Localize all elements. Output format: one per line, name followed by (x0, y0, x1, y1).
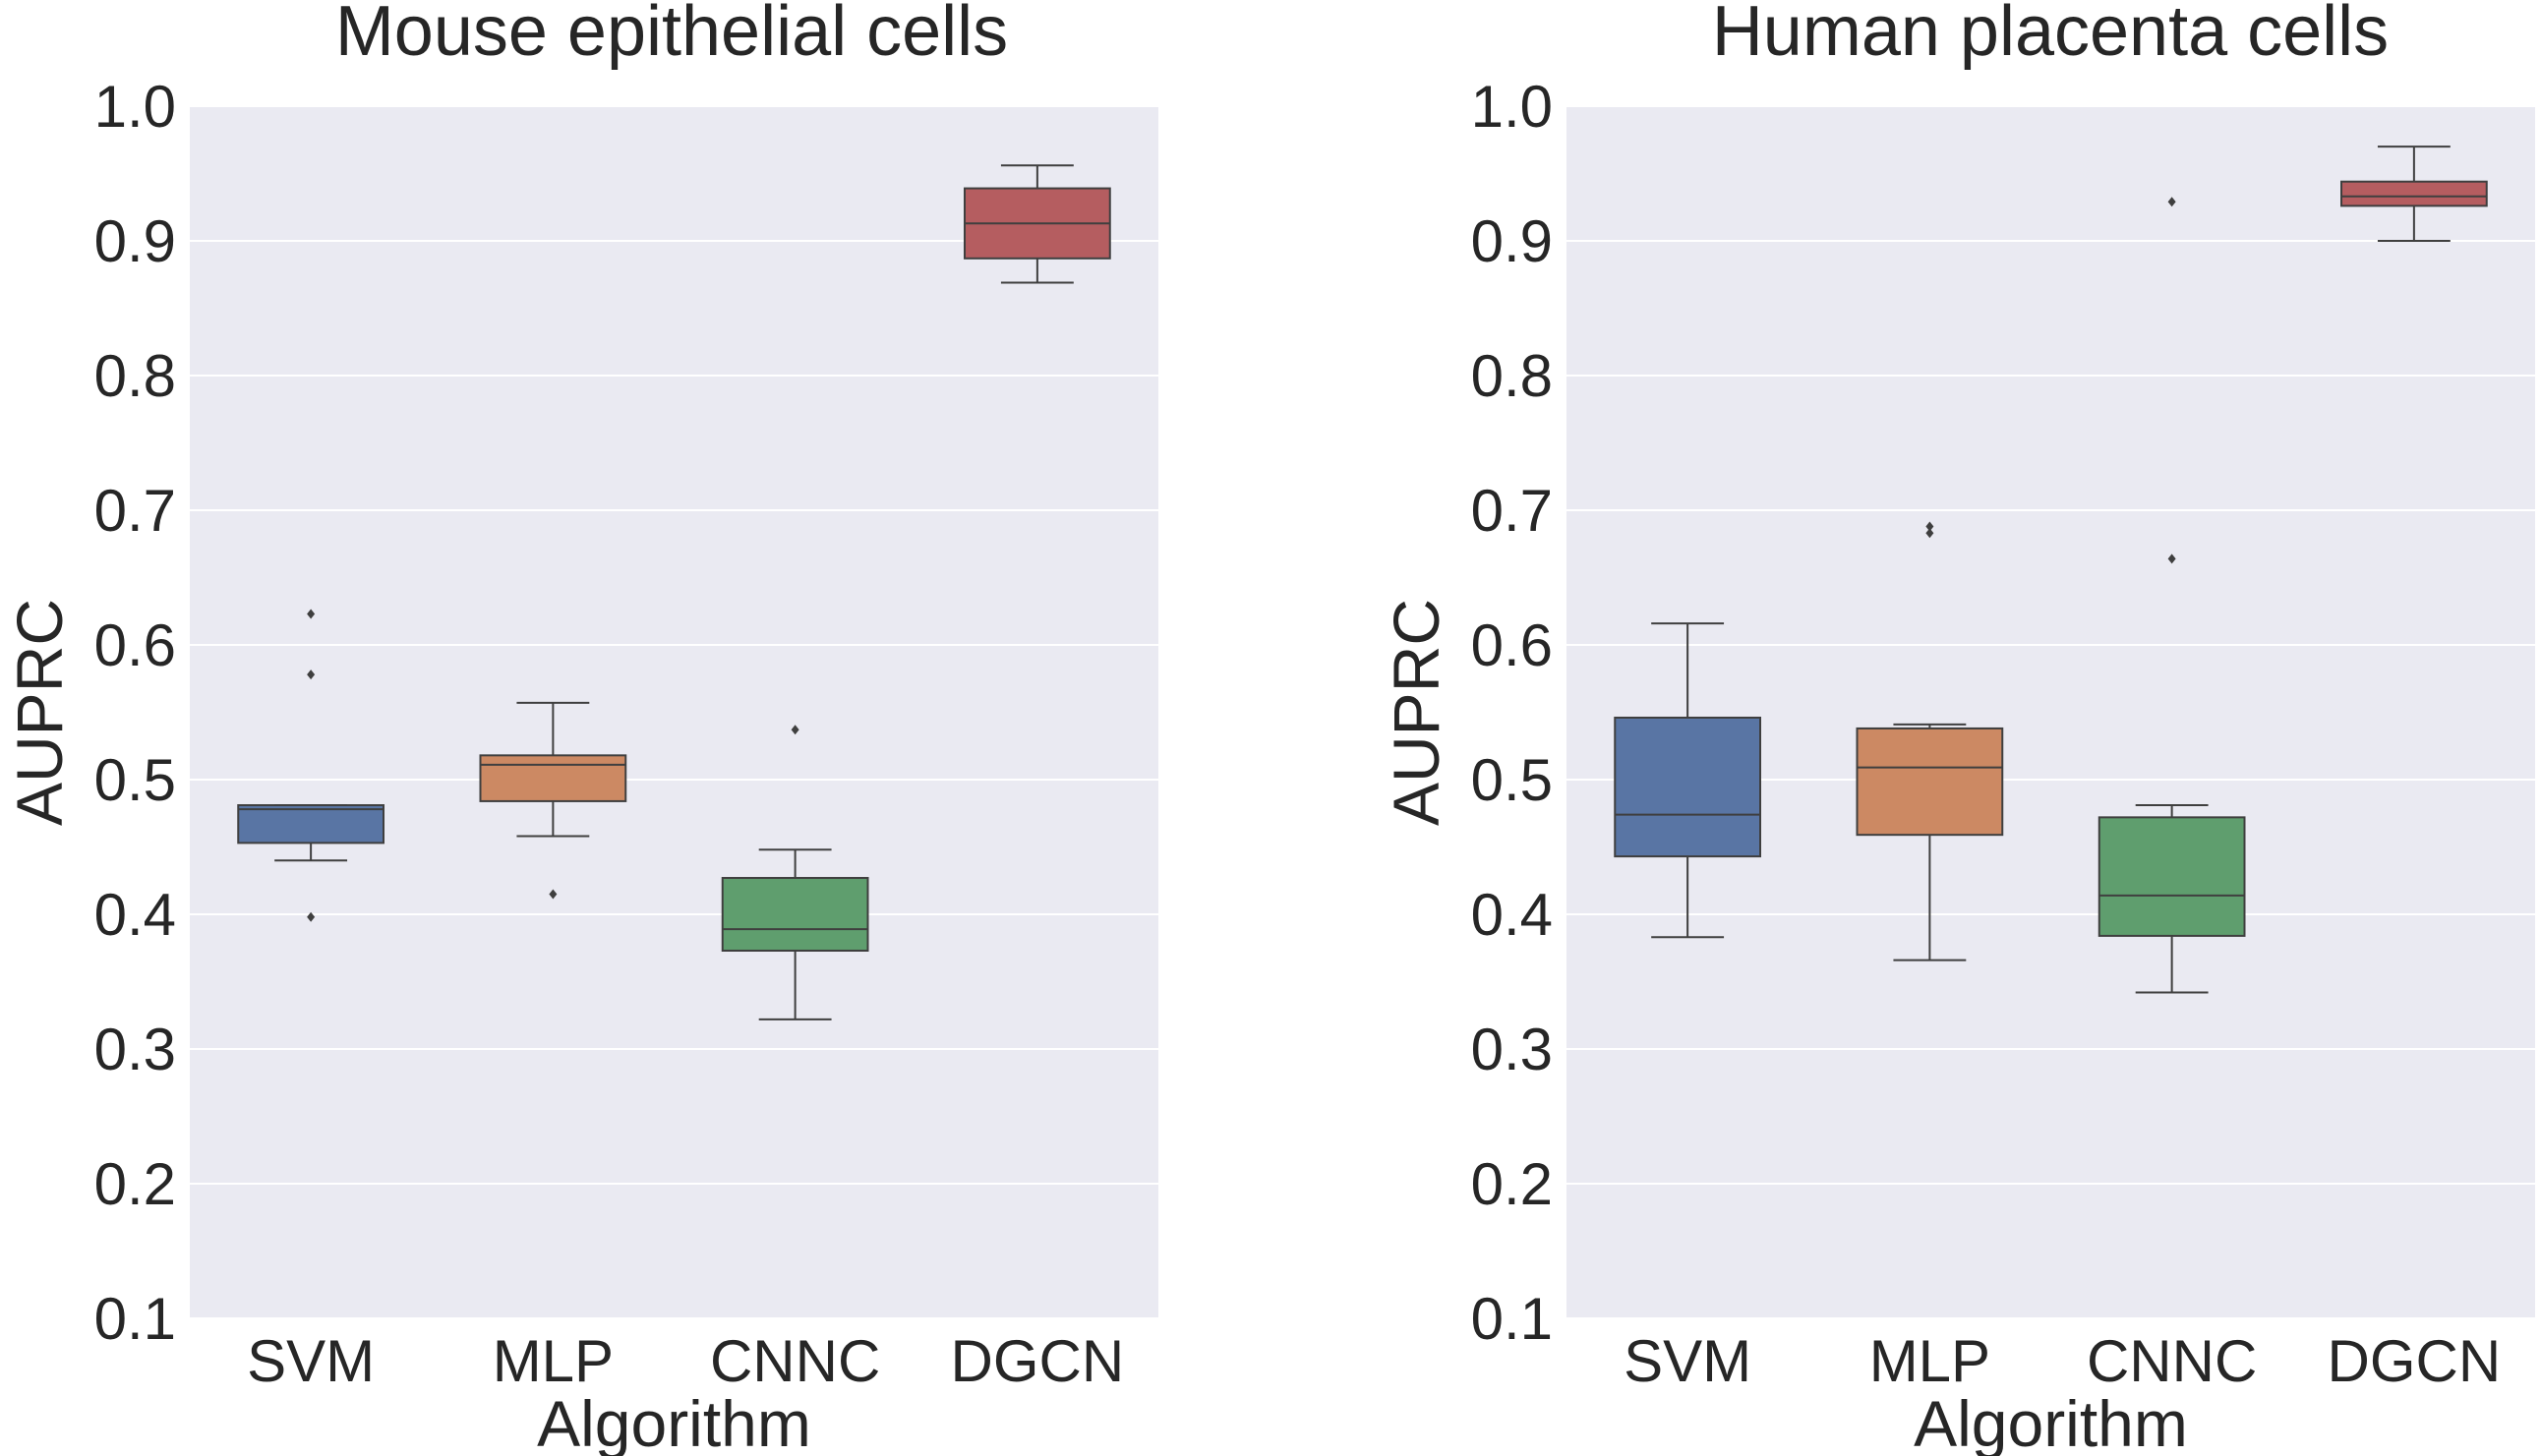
x-tick-label: SVM (247, 1328, 375, 1394)
y-tick-label: 0.5 (1471, 747, 1553, 813)
plot-area (190, 106, 1158, 1318)
x-axis-label: Algorithm (537, 1387, 811, 1456)
x-tick-label: DGCN (951, 1328, 1125, 1394)
x-tick-label: MLP (1869, 1328, 1990, 1394)
y-tick-label: 0.5 (94, 747, 176, 813)
box-dgcn (964, 164, 1111, 284)
y-tick-label: 0.8 (1471, 343, 1553, 409)
box-cnnc (721, 725, 869, 1020)
outlier-point (791, 725, 799, 735)
y-tick-label: 0.6 (1471, 612, 1553, 678)
box-iqr (2340, 180, 2488, 207)
plot-area (1566, 106, 2535, 1318)
outlier-point (549, 889, 558, 900)
chart-title: Mouse epithelial cells (335, 0, 1008, 71)
y-tick-label: 1.0 (1471, 74, 1553, 140)
y-tick-label: 1.0 (94, 74, 176, 140)
y-tick-label: 0.7 (1471, 478, 1553, 544)
x-tick-label: SVM (1624, 1328, 1751, 1394)
y-tick-label: 0.1 (94, 1286, 176, 1352)
y-tick-label: 0.7 (94, 478, 176, 544)
box-iqr (479, 754, 627, 802)
chart-title: Human placenta cells (1712, 0, 2389, 71)
y-tick-label: 0.3 (94, 1017, 176, 1082)
x-tick-label: CNNC (2087, 1328, 2257, 1394)
x-tick-label: DGCN (2328, 1328, 2502, 1394)
box-svm (237, 609, 384, 922)
outlier-point (1925, 528, 1934, 539)
outlier-point (307, 911, 316, 922)
x-tick-label: MLP (493, 1328, 614, 1394)
y-tick-label: 0.3 (1471, 1017, 1553, 1082)
y-tick-label: 0.4 (94, 882, 176, 948)
box-iqr (1614, 716, 1761, 858)
y-tick-label: 0.2 (1471, 1151, 1553, 1217)
outlier-point (307, 670, 316, 680)
outlier-point (2167, 553, 2176, 564)
y-tick-label: 0.8 (94, 343, 176, 409)
chart-panel-2: 0.1 0.2 0.3 0.4 0.5 0.6 0.7 0.8 0.9 1.0 Human plac… (1380, 0, 2535, 1456)
outlier-point (1925, 521, 1934, 532)
y-tick-label: 0.9 (94, 208, 176, 274)
y-tick-label: 0.6 (94, 612, 176, 678)
y-tick-label: 0.4 (1471, 882, 1553, 948)
box-cnnc (2098, 197, 2246, 994)
box-iqr (1856, 727, 2004, 837)
y-axis-label: AUPRC (3, 599, 76, 826)
box-iqr (2098, 816, 2246, 937)
box-mlp (1856, 521, 2004, 961)
x-tick-label: CNNC (710, 1328, 880, 1394)
y-tick-label: 0.1 (1471, 1286, 1553, 1352)
box-iqr (721, 877, 869, 952)
y-axis-label: AUPRC (1380, 599, 1452, 826)
outlier-point (307, 609, 316, 619)
x-axis-label: Algorithm (1914, 1387, 2188, 1456)
y-tick-label: 0.9 (1471, 208, 1553, 274)
box-svm (1614, 622, 1761, 939)
box-mlp (479, 701, 627, 900)
y-tick-label: 0.2 (94, 1151, 176, 1217)
box-iqr (237, 804, 384, 844)
outlier-point (2167, 197, 2176, 207)
chart-panel-1: 0.1 0.2 0.3 0.4 0.5 0.6 0.7 0.8 0.9 1.0 Mouse epit… (3, 0, 1158, 1456)
box-dgcn (2340, 146, 2488, 242)
